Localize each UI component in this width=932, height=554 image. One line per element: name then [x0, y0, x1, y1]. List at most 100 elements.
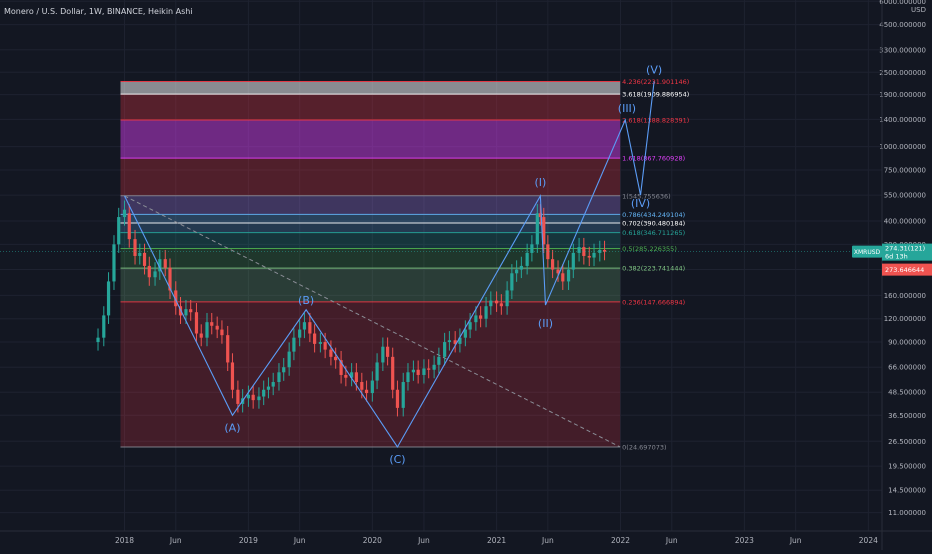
fib-band [120, 81, 621, 95]
fib-label: 0(24.697073) [622, 444, 666, 452]
chart-title: Monero / U.S. Dollar, 1W, BINANCE, Heiki… [4, 7, 193, 16]
time-axis[interactable]: 2018 Jun 2019 Jun 2020 Jun 2021 Jun 2022 Jun 2023 J… [0, 530, 932, 545]
candle-body [360, 382, 364, 390]
x-tick-label: 2021 [487, 536, 506, 545]
candle-body [262, 389, 266, 397]
candle-body [406, 372, 410, 383]
candle-body [510, 273, 514, 291]
candle-body [313, 333, 317, 344]
candle-body [308, 322, 312, 334]
y-tick-label: 19.500000 [888, 463, 926, 471]
candle-body [411, 369, 416, 373]
candle-body [354, 372, 358, 383]
fib-label: 0.236(147.666894) [622, 298, 685, 306]
candle-body [538, 213, 542, 218]
candle-body [489, 300, 493, 307]
candle-body [168, 267, 172, 291]
candle-body [525, 252, 529, 266]
y-tick-label: 1900.000000 [879, 91, 926, 99]
candle-body [153, 271, 157, 278]
price-tag-bg [882, 243, 932, 261]
fib-band [120, 119, 621, 159]
candle-body [505, 290, 509, 307]
candle-body [551, 259, 555, 270]
x-tick-label: Jun [293, 536, 306, 545]
candle-body [246, 394, 251, 399]
wave-label: (B) [298, 294, 314, 307]
candle-body [535, 213, 539, 245]
wave-label: (A) [224, 421, 240, 434]
candle-body [602, 249, 607, 252]
y-tick-label: 36.500000 [888, 412, 926, 420]
candle-body [96, 337, 100, 343]
candle-body [112, 244, 116, 282]
candle-body [432, 364, 436, 370]
candle-body [542, 217, 546, 245]
fib-label: 2.618(1388.828391) [622, 116, 689, 124]
fib-band [120, 268, 621, 302]
candle-body [530, 244, 534, 253]
candle-body [147, 265, 151, 278]
candles [96, 200, 607, 417]
fib-label: 1.618(867.760928) [622, 155, 685, 163]
y-tick-label: 66.000000 [888, 364, 926, 372]
fibonacci-extension[interactable]: 0(24.697073) 0.236(147.666894) 0.382(223.7… [120, 78, 690, 452]
y-tick-label: 3300.000000 [879, 46, 926, 54]
candle-body [251, 394, 255, 401]
candle-body [277, 372, 281, 383]
fib-label: 3.618(1909.886954) [622, 91, 689, 99]
candle-body [215, 325, 219, 330]
candle-body [556, 269, 560, 274]
candle-body [334, 356, 338, 361]
y-tick-label: 1400.000000 [879, 116, 926, 124]
y-tick-label: 4500.000000 [879, 21, 926, 29]
fib-band [120, 195, 621, 215]
y-tick-label: 750.000000 [884, 166, 926, 174]
candle-body [381, 346, 385, 363]
candle-body [127, 213, 131, 240]
fib-label: 4.236(2231.901146) [622, 78, 689, 86]
fib-band [120, 222, 621, 233]
fib-band [120, 94, 621, 120]
candle-body [220, 329, 224, 336]
y-tick-label: 26.500000 [888, 438, 926, 446]
fib-band [120, 158, 621, 196]
candle-body [106, 281, 111, 316]
candle-body [163, 259, 167, 268]
candle-body [133, 239, 137, 256]
candle-body [463, 329, 467, 338]
candle-body [395, 389, 400, 408]
x-tick-label: 2018 [115, 536, 134, 545]
candle-body [422, 368, 426, 375]
candle-body [158, 259, 162, 272]
x-tick-label: Jun [541, 536, 554, 545]
y-tick-label: 6000.000000 [879, 0, 926, 6]
elliott-wave[interactable]: (A) (B) (C) (I) (II) (III) (IV) (V) [124, 63, 663, 466]
x-tick-label: 2023 [735, 536, 754, 545]
x-tick-label: Jun [417, 536, 430, 545]
y-tick-label: 2500.000000 [879, 69, 926, 77]
candle-body [117, 217, 121, 245]
candle-body [230, 362, 235, 390]
candle-body [102, 315, 106, 338]
candle-body [205, 322, 209, 338]
symbol-tag-bg [852, 245, 882, 258]
trendline[interactable] [124, 195, 621, 448]
x-tick-label: 2020 [363, 536, 382, 545]
candle-body [122, 209, 127, 218]
fib-label: 0.382(223.741444) [622, 265, 685, 273]
candle-body [453, 340, 457, 344]
y-tick-label: 550.000000 [884, 192, 926, 200]
wave-label: (II) [538, 317, 553, 330]
candle-body [515, 269, 519, 274]
candle-body [271, 382, 275, 387]
candle-body [236, 389, 240, 404]
candle-body [416, 369, 420, 375]
candle-body [437, 356, 441, 365]
x-tick-label: 2019 [239, 536, 258, 545]
candle-body [298, 329, 302, 338]
candle-body [257, 396, 261, 401]
fib-label: 1(545.755636) [622, 192, 671, 200]
fib-band [120, 248, 621, 269]
